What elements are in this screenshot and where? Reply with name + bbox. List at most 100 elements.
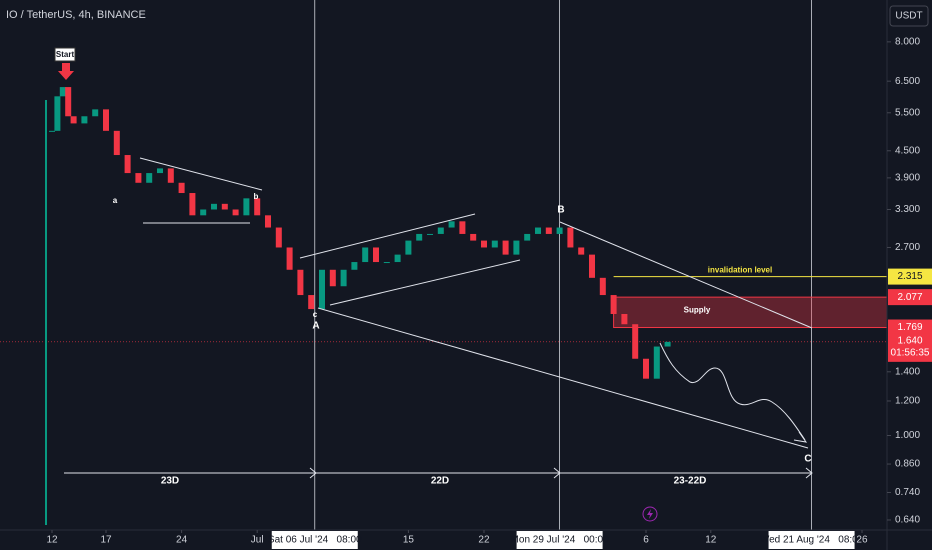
y-tick-label: 5.500 xyxy=(895,107,920,118)
x-tick-label: 26 xyxy=(856,535,868,546)
candle xyxy=(200,209,207,216)
duration-label: 23D xyxy=(161,476,179,487)
candle xyxy=(124,155,131,174)
duration-label: 23-22D xyxy=(674,476,707,487)
y-tick-label: 3.300 xyxy=(895,204,920,215)
candle xyxy=(448,221,455,228)
duration-arrows xyxy=(64,467,813,479)
candle xyxy=(70,116,77,124)
candle xyxy=(297,269,304,296)
candle xyxy=(610,295,617,314)
wave-label: C xyxy=(804,454,811,465)
candle xyxy=(167,168,174,183)
candle xyxy=(81,116,88,124)
start-label: Start xyxy=(56,50,75,59)
candle xyxy=(599,277,606,296)
price-label-box xyxy=(888,289,932,306)
candle xyxy=(157,168,164,174)
candle xyxy=(362,247,369,263)
candle xyxy=(427,233,434,235)
y-tick-label: 0.740 xyxy=(895,487,920,498)
price-label: 1.640 xyxy=(897,335,922,346)
x-label-box xyxy=(768,531,855,549)
x-tick-label: 24 xyxy=(176,535,188,546)
x-tick-label: Mon 29 Jul '24 00:00 xyxy=(511,535,610,546)
axes: 8.000 6.500 5.500 4.500 3.900 3.300 2.700 1.400… xyxy=(46,37,932,549)
candle xyxy=(65,87,72,117)
y-tick-label: 6.500 xyxy=(895,76,920,87)
candle xyxy=(232,209,239,216)
start-arrow xyxy=(58,63,74,80)
y-tick-label: 1.400 xyxy=(895,366,920,377)
candle xyxy=(567,227,574,248)
x-tick-label: Jul xyxy=(251,535,264,546)
candle xyxy=(491,240,498,248)
x-tick-label: 15 xyxy=(403,535,415,546)
event-icon[interactable] xyxy=(642,506,658,522)
candles xyxy=(49,87,671,379)
trend-line xyxy=(139,157,263,191)
candle xyxy=(54,96,61,131)
candle xyxy=(351,262,358,270)
candle xyxy=(319,269,326,310)
candle xyxy=(524,233,531,241)
candle xyxy=(340,269,347,287)
duration-label: 22D xyxy=(431,476,449,487)
candle xyxy=(254,198,261,216)
wave-label: c xyxy=(313,310,318,319)
wave-label: B xyxy=(557,205,564,216)
candle xyxy=(221,203,228,210)
x-label-box xyxy=(516,531,603,549)
candle xyxy=(329,269,336,287)
price-label: 2.077 xyxy=(897,292,922,303)
price-label-box xyxy=(888,268,932,285)
x-tick-label: 22 xyxy=(478,535,490,546)
candle xyxy=(394,254,401,263)
y-tick-label: 0.640 xyxy=(895,515,920,526)
candle xyxy=(59,87,66,97)
candle xyxy=(189,193,196,216)
candle xyxy=(588,254,595,278)
candle xyxy=(383,262,390,264)
price-label-box xyxy=(888,319,932,336)
candle xyxy=(405,240,412,255)
price-label: 1.769 xyxy=(897,322,922,333)
candle xyxy=(146,173,153,183)
candle xyxy=(275,227,282,248)
trend-line xyxy=(329,259,521,306)
wave-label: a xyxy=(113,196,118,205)
candle xyxy=(373,247,380,263)
candle xyxy=(113,130,120,156)
countdown: 01:56:35 xyxy=(891,347,930,358)
x-tick-label: 12 xyxy=(705,535,717,546)
trend-line xyxy=(317,307,809,449)
supply-label: Supply xyxy=(684,305,711,314)
candle xyxy=(480,240,487,248)
x-tick-label: 12 xyxy=(46,535,58,546)
y-tick-label: 4.500 xyxy=(895,145,920,156)
candle xyxy=(92,109,99,117)
candle xyxy=(178,182,185,194)
price-label-box xyxy=(888,333,932,362)
unit-box[interactable] xyxy=(889,5,929,27)
candle xyxy=(621,313,628,325)
event-icon-bolt xyxy=(647,509,653,519)
candle xyxy=(103,109,110,131)
x-tick-label: 17 xyxy=(100,535,112,546)
candle xyxy=(664,341,671,347)
unit-label: USDT xyxy=(895,11,922,22)
price-label: 2.315 xyxy=(897,271,922,282)
candle xyxy=(135,173,142,183)
candle xyxy=(459,221,466,234)
candle xyxy=(308,295,315,310)
candle xyxy=(653,346,660,379)
candle xyxy=(502,240,509,255)
projection-arrow xyxy=(793,431,808,443)
candle xyxy=(545,227,552,234)
wave-label: A xyxy=(312,321,319,332)
grid xyxy=(0,0,887,530)
candle xyxy=(49,130,56,132)
candle xyxy=(513,240,520,255)
candle xyxy=(642,358,649,379)
